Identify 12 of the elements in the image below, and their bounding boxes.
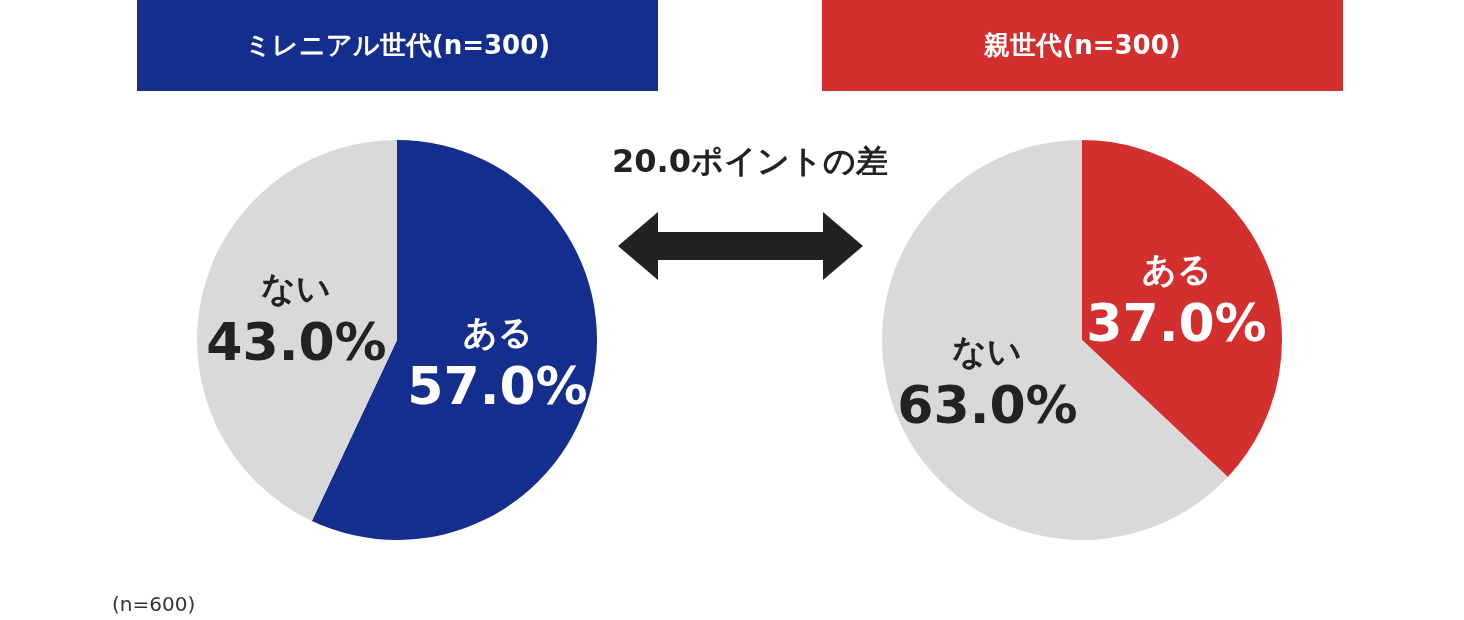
slice-label: ある [1141, 249, 1212, 290]
data-label: 37.0% [1086, 293, 1267, 354]
data-label: 57.0% [407, 356, 588, 417]
data-label: 43.0% [206, 311, 387, 372]
slice-label: ある [462, 312, 533, 353]
text: (n=600) [112, 592, 196, 616]
slice-label: ない [261, 267, 332, 308]
chart-title: 親世代(n=300) [822, 0, 1343, 91]
slice-label: ない [952, 330, 1023, 371]
text: 20.0ポイントの差 [611, 141, 889, 182]
data-label: 63.0% [897, 374, 1078, 435]
chart-title: ミレニアル世代(n=300) [137, 0, 658, 91]
